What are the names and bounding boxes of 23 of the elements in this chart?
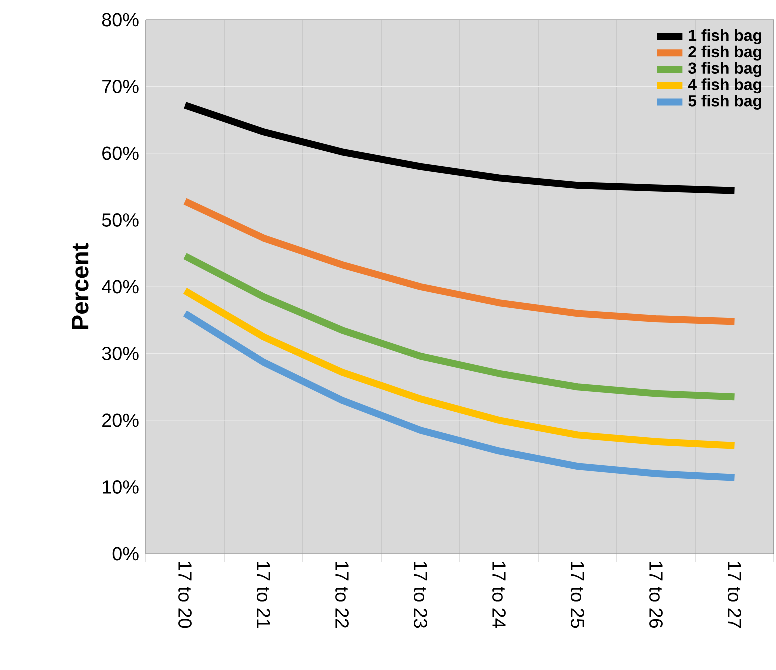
y-tick-label: 40%: [102, 280, 139, 294]
y-tick-label: 80%: [102, 13, 139, 27]
y-axis-title: Percent: [72, 243, 89, 330]
x-tick-label: 17 to 26: [650, 562, 663, 628]
legend-label: 2 fish bag: [688, 46, 762, 61]
y-tick-label: 60%: [102, 146, 139, 160]
x-tick-label: 17 to 20: [178, 562, 192, 628]
y-tick-label: 20%: [102, 414, 139, 428]
legend-label: 3 fish bag: [688, 62, 762, 78]
y-tick-label: 10%: [103, 480, 139, 494]
legend-label: 4 fish bag: [688, 78, 762, 94]
x-tick-label: 17 to 23: [414, 562, 428, 628]
legend-label: 1 fish bag: [689, 30, 762, 44]
y-tick-label: 50%: [102, 214, 139, 227]
x-tick-label: 17 to 24: [492, 562, 506, 628]
x-tick-label: 17 to 21: [257, 562, 270, 628]
y-tick-label: 70%: [102, 80, 139, 94]
x-tick-label: 17 to 22: [336, 562, 349, 628]
x-tick-label: 17 to 25: [571, 562, 584, 628]
y-tick-label: 0%: [112, 547, 139, 561]
x-tick-label: 17 to 27: [728, 562, 742, 628]
y-tick-label: 30%: [102, 347, 139, 360]
legend-label: 5 fish bag: [688, 95, 762, 110]
